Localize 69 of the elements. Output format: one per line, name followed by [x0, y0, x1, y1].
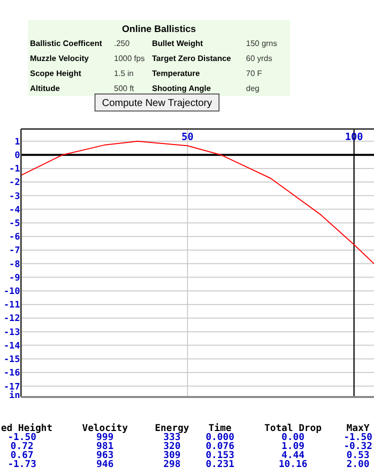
text: 946 — [96, 459, 114, 468]
y-tick-label: -14 — [4, 341, 21, 352]
text: 1.09 — [282, 441, 305, 452]
text: 298 — [163, 459, 181, 468]
text: 963 — [96, 450, 114, 461]
text: 0.53 — [346, 450, 370, 461]
text: 0.231 — [206, 459, 235, 468]
text: 0.076 — [206, 441, 235, 452]
text: Time — [208, 423, 232, 434]
text: MaxY — [346, 423, 370, 434]
text: Scope Height — [30, 69, 82, 78]
text: 10.16 — [278, 459, 308, 468]
y-tick-label: -13 — [4, 328, 20, 338]
text: Velocity — [82, 423, 128, 434]
y-tick-label: -12 — [4, 314, 20, 324]
y-tick-label: -8 — [9, 260, 20, 270]
y-tick-label: -5 — [9, 219, 20, 230]
text: Bullet Weight — [152, 39, 204, 48]
y-tick-label: -6 — [9, 232, 20, 243]
text: Altitude — [30, 84, 60, 93]
y-tick-label: -4 — [9, 205, 21, 216]
text: 500 ft — [114, 84, 135, 93]
text: ed Height — [1, 423, 52, 434]
text: 981 — [96, 441, 114, 452]
text: Shooting Angle — [152, 84, 212, 93]
text: Target Zero Distance — [152, 54, 232, 63]
text: -1.73 — [8, 459, 37, 468]
y-tick-label: 1 — [14, 137, 20, 148]
text: deg — [246, 84, 260, 93]
text: 0.00 — [282, 432, 305, 443]
y-tick-label: -15 — [4, 355, 20, 366]
text: 320 — [163, 441, 181, 452]
text: Muzzle Velocity — [30, 54, 90, 63]
text: 1000 fps — [114, 54, 145, 63]
text: 0.72 — [10, 441, 34, 452]
text: Ballistic Coefficent — [30, 39, 102, 48]
text: 0.000 — [206, 432, 235, 443]
text: -1.50 — [344, 432, 373, 443]
y-tick-label: -2 — [9, 178, 20, 188]
line-series — [21, 140, 374, 264]
y-tick-label: -7 — [9, 246, 20, 256]
text: 0.67 — [10, 450, 34, 461]
y-tick-label: -16 — [4, 368, 20, 379]
text: .250 — [114, 39, 130, 48]
y-axis-title: in — [9, 390, 20, 401]
text: 0.153 — [206, 450, 235, 461]
y-tick-label: -1 — [9, 164, 20, 175]
text: Compute New Trajectory — [102, 98, 212, 109]
text: -1.50 — [8, 432, 37, 443]
text: -0.32 — [344, 441, 372, 452]
text: 999 — [96, 432, 114, 443]
text: 150 grns — [246, 39, 278, 48]
text: Energy — [154, 423, 190, 434]
text: Temperature — [152, 69, 200, 78]
text: Total Drop — [264, 423, 322, 434]
x-tick-label: 50 — [181, 132, 194, 143]
text: 1.5 in — [114, 69, 134, 78]
y-tick-label: 0 — [14, 151, 20, 161]
text: 2.00 — [346, 459, 370, 468]
text: Online Ballistics — [122, 24, 196, 35]
text: 333 — [163, 432, 181, 443]
y-tick-label: -3 — [9, 192, 20, 202]
y-tick-label: -10 — [4, 287, 20, 298]
text: 4.44 — [282, 450, 305, 461]
text: 309 — [163, 450, 181, 461]
text: 60 yrds — [246, 54, 272, 63]
y-tick-label: -9 — [9, 273, 20, 284]
y-tick-label: -11 — [4, 300, 20, 311]
text: 70 F — [246, 69, 262, 78]
